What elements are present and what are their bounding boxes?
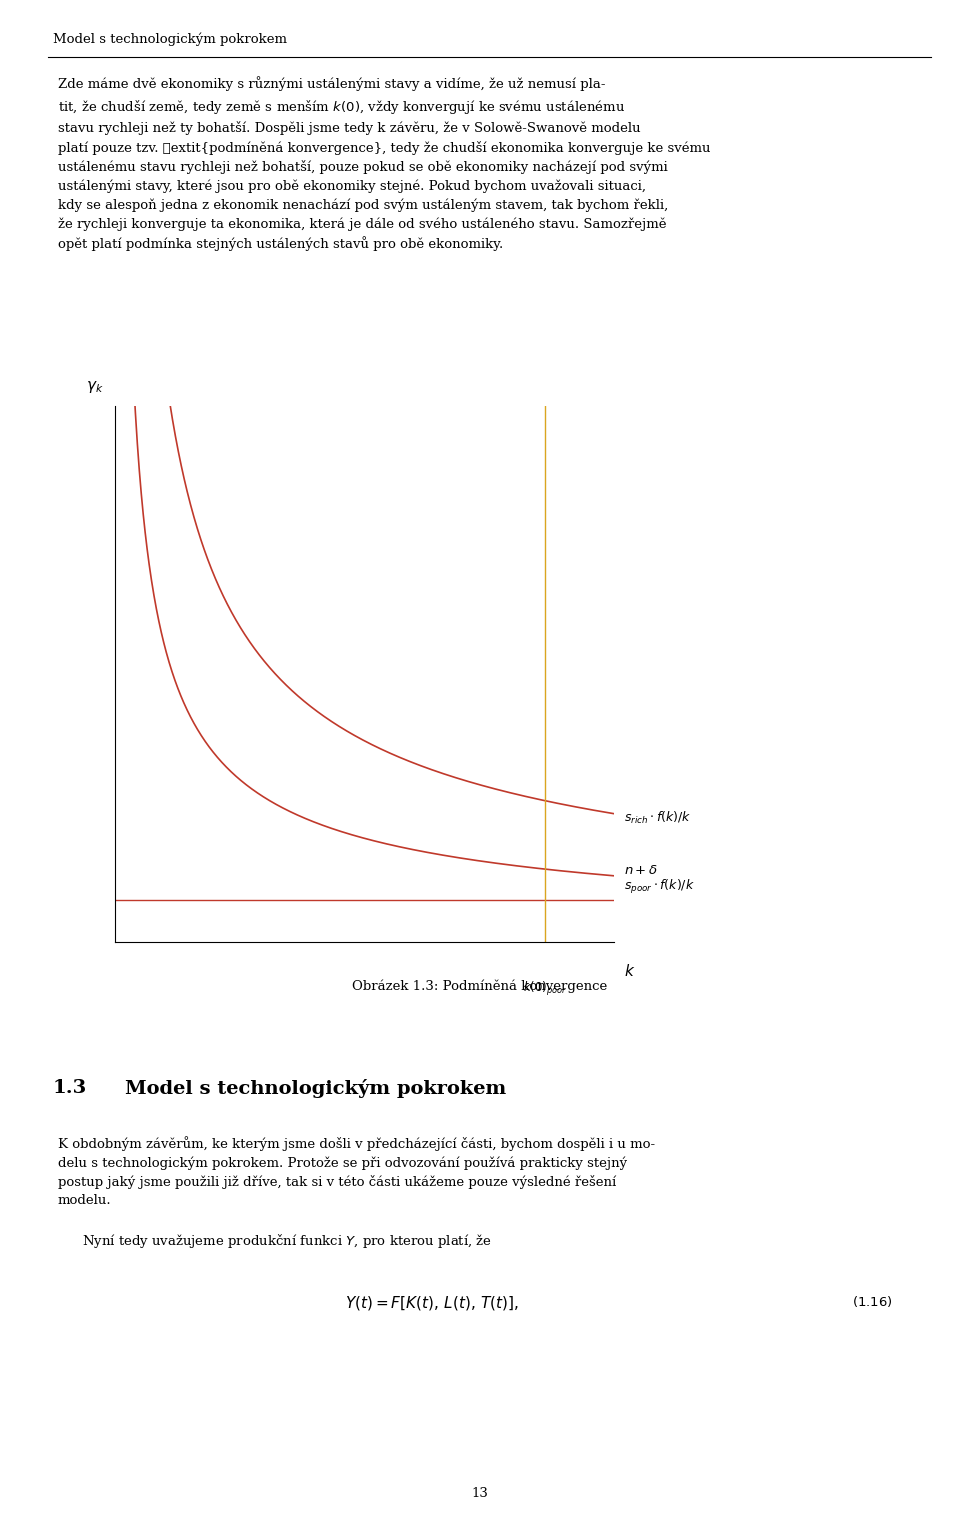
Text: $k$: $k$: [624, 963, 636, 978]
Text: $Y(t) = F[K(t),\, L(t),\, T(t)],$: $Y(t) = F[K(t),\, L(t),\, T(t)],$: [345, 1294, 519, 1312]
Text: Obrázek 1.3: Podmíněná konvergence: Obrázek 1.3: Podmíněná konvergence: [352, 980, 608, 994]
Text: Model s technologickým pokrokem: Model s technologickým pokrokem: [125, 1079, 506, 1098]
Text: $k(0)_{poor}$: $k(0)_{poor}$: [522, 980, 567, 998]
Text: Model s technologickým pokrokem: Model s technologickým pokrokem: [53, 32, 287, 46]
Text: Nyní tedy uvažujeme produkční funkci $Y$, pro kterou platí, že: Nyní tedy uvažujeme produkční funkci $Y$…: [82, 1232, 492, 1251]
Text: Zde máme dvě ekonomiky s různými ustálenými stavy a vidíme, že už nemusí pla-
ti: Zde máme dvě ekonomiky s různými ustálen…: [58, 77, 710, 251]
Text: $(1.16)$: $(1.16)$: [852, 1294, 893, 1309]
Text: 13: 13: [471, 1488, 489, 1500]
Text: $s_{rich} \cdot f(k)/k$: $s_{rich} \cdot f(k)/k$: [624, 810, 691, 827]
Text: $s_{poor} \cdot f(k)/k$: $s_{poor} \cdot f(k)/k$: [624, 877, 695, 896]
Text: K obdobným závěrům, ke kterým jsme došli v předcházející části, bychom dospěli i: K obdobným závěrům, ke kterým jsme došli…: [58, 1136, 655, 1206]
Text: $n + \delta$: $n + \delta$: [624, 865, 659, 877]
Text: 1.3: 1.3: [53, 1079, 87, 1098]
Text: $\gamma_k$: $\gamma_k$: [86, 380, 104, 395]
